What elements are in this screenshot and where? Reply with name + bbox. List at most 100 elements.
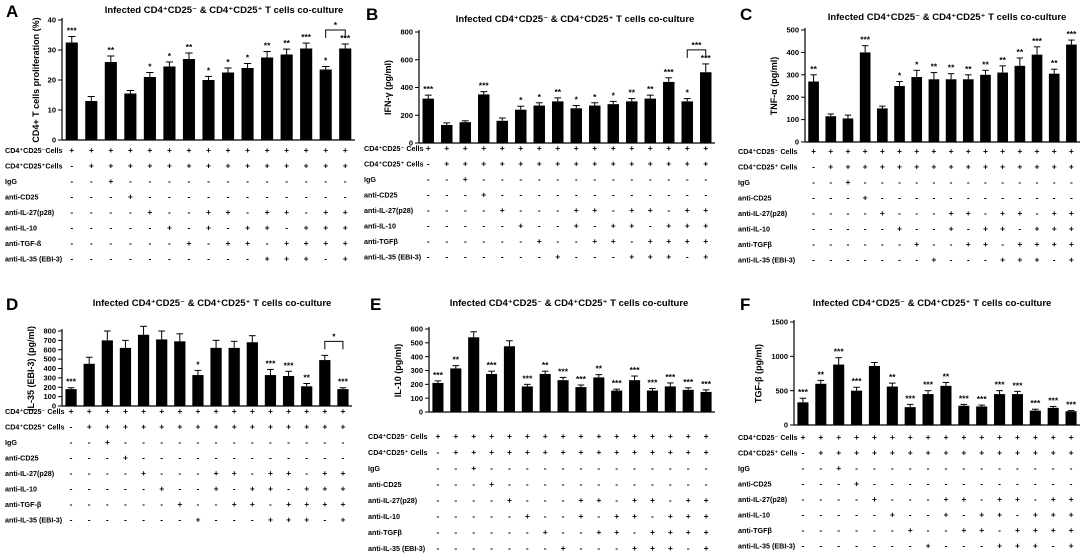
y-axis-label: TNF-α (pg/ml) xyxy=(769,57,779,116)
condition-sign: - xyxy=(881,193,884,203)
significance-label: * xyxy=(898,71,902,81)
bar xyxy=(1047,407,1059,425)
significance-label: * xyxy=(686,88,690,98)
condition-sign: + xyxy=(926,432,931,442)
condition-sign: + xyxy=(966,208,971,218)
condition-sign: + xyxy=(704,527,709,537)
bar xyxy=(663,81,675,143)
condition-sign: - xyxy=(472,495,475,505)
condition-sign: + xyxy=(685,221,690,231)
significance-label: * xyxy=(148,62,152,72)
condition-sign: + xyxy=(1035,146,1040,156)
condition-sign: - xyxy=(819,494,822,504)
condition-sign: - xyxy=(227,223,230,233)
condition-sign: + xyxy=(286,515,291,525)
significance-label: * xyxy=(575,95,579,105)
y-tick-label: 500 xyxy=(410,338,423,347)
condition-sign: - xyxy=(615,479,618,489)
condition-sign: - xyxy=(544,495,547,505)
condition-sign: + xyxy=(650,447,655,457)
condition-sign: + xyxy=(1069,255,1074,265)
significance-label: * xyxy=(246,53,250,63)
condition-sign: - xyxy=(667,205,670,215)
condition-sign: - xyxy=(1052,479,1055,489)
condition-sign: - xyxy=(669,463,672,473)
condition-row-label: anti-CD25 xyxy=(368,480,402,489)
condition-sign: + xyxy=(648,252,653,262)
condition-sign: - xyxy=(967,224,970,234)
bar xyxy=(319,360,331,406)
bar xyxy=(552,101,564,143)
condition-sign: - xyxy=(482,252,485,262)
bar xyxy=(593,377,605,412)
condition-sign: - xyxy=(633,479,636,489)
condition-sign: + xyxy=(159,484,164,494)
condition-sign: - xyxy=(168,176,171,186)
condition-sign: + xyxy=(481,190,486,200)
condition-sign: - xyxy=(188,223,191,233)
condition-sign: + xyxy=(1017,146,1022,156)
condition-sign: - xyxy=(251,437,254,447)
condition-sign: - xyxy=(998,479,1001,489)
condition-sign: + xyxy=(574,205,579,215)
condition-sign: + xyxy=(214,406,219,416)
condition-sign: + xyxy=(890,432,895,442)
condition-sign: - xyxy=(909,479,912,489)
condition-sign: - xyxy=(819,479,822,489)
condition-sign: + xyxy=(614,431,619,441)
condition-sign: - xyxy=(129,223,132,233)
condition-row-label: CD4⁺CD25⁺ Cells xyxy=(5,423,65,432)
bar xyxy=(1011,394,1023,425)
condition-sign: + xyxy=(304,238,309,248)
condition-sign: + xyxy=(836,463,841,473)
condition-sign: + xyxy=(245,161,250,171)
condition-sign: + xyxy=(268,515,273,525)
condition-sign: + xyxy=(1017,239,1022,249)
condition-sign: - xyxy=(324,192,327,202)
condition-sign: - xyxy=(508,527,511,537)
condition-sign: + xyxy=(854,448,859,458)
panel-title: Infected CD4⁺CD25⁻ & CD4⁺CD25⁺ T cells c… xyxy=(828,12,1067,23)
condition-sign: - xyxy=(667,174,670,184)
condition-sign: + xyxy=(704,495,709,505)
bar xyxy=(646,390,658,412)
condition-sign: - xyxy=(454,463,457,473)
condition-sign: - xyxy=(142,515,145,525)
significance-label: * xyxy=(168,51,172,61)
condition-sign: - xyxy=(324,176,327,186)
condition-sign: - xyxy=(615,543,618,553)
condition-sign: + xyxy=(108,161,113,171)
condition-sign: + xyxy=(914,239,919,249)
condition-sign: - xyxy=(575,190,578,200)
condition-sign: + xyxy=(897,224,902,234)
condition-sign: - xyxy=(898,177,901,187)
condition-sign: + xyxy=(304,145,309,155)
y-tick-label: 200 xyxy=(786,93,799,102)
condition-sign: - xyxy=(932,177,935,187)
condition-sign: + xyxy=(961,525,966,535)
condition-sign: + xyxy=(574,221,579,231)
condition-sign: + xyxy=(518,159,523,169)
significance-label: *** xyxy=(67,26,78,36)
significance-label: *** xyxy=(1066,400,1077,410)
condition-sign: - xyxy=(70,223,73,233)
bar xyxy=(104,62,117,140)
bar xyxy=(319,69,332,140)
condition-sign: + xyxy=(666,252,671,262)
condition-sign: - xyxy=(945,541,948,551)
condition-sign: + xyxy=(632,431,637,441)
condition-sign: + xyxy=(323,223,328,233)
condition-sign: + xyxy=(1017,162,1022,172)
condition-sign: + xyxy=(578,447,583,457)
condition-sign: - xyxy=(1070,463,1073,473)
condition-sign: + xyxy=(1035,255,1040,265)
condition-sign: - xyxy=(124,468,127,478)
condition-sign: + xyxy=(703,252,708,262)
condition-sign: + xyxy=(880,162,885,172)
condition-row-label: anti-CD25 xyxy=(5,193,39,202)
condition-sign: + xyxy=(177,422,182,432)
condition-row-label: anti-IL-35 (EBI-3) xyxy=(738,542,796,551)
condition-sign: + xyxy=(284,254,289,264)
condition-sign: + xyxy=(481,143,486,153)
bar xyxy=(1066,44,1077,143)
